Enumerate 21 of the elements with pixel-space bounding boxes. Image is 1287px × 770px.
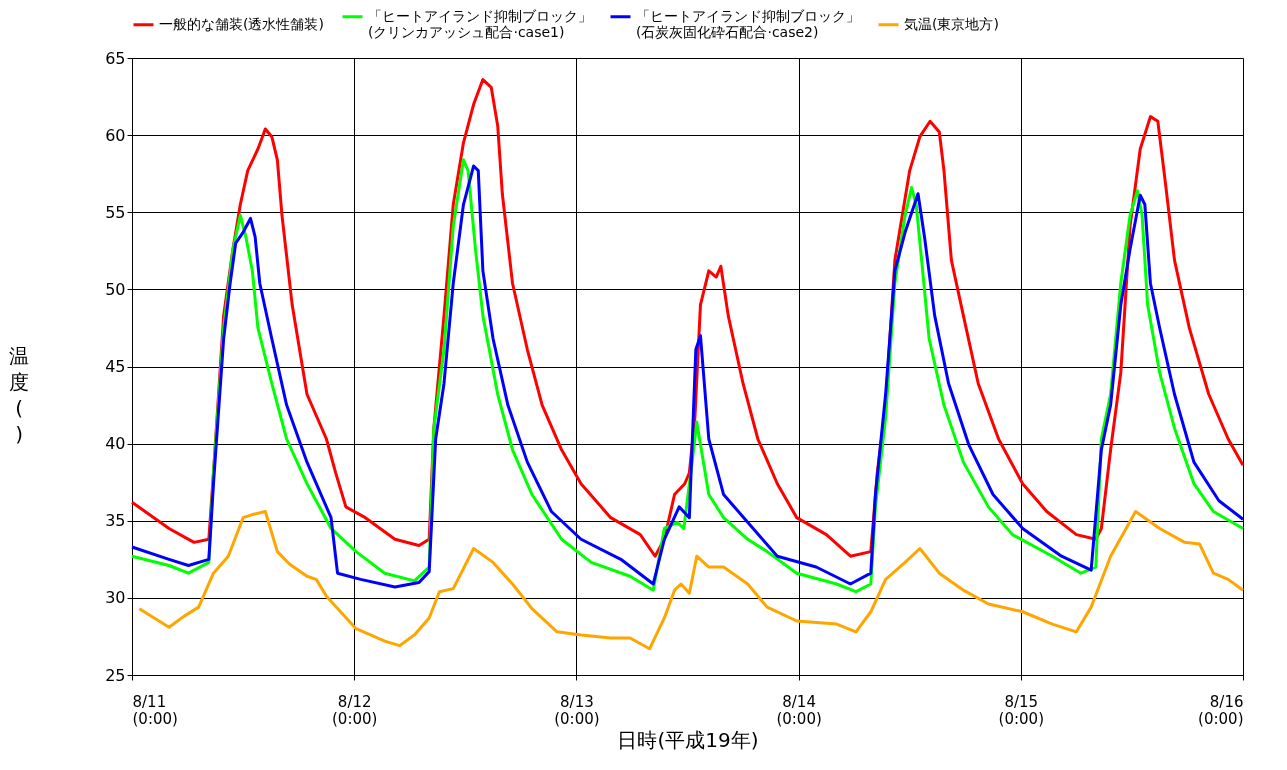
x-tick-label: 8/13 (0:00) xyxy=(554,692,600,728)
y-axis-title: 温度() xyxy=(9,344,30,446)
legend-label: 一般的な舗装(透水性舗装) xyxy=(159,15,324,32)
y-tick-label: 25 xyxy=(105,665,126,685)
y-tick-label: 30 xyxy=(105,588,126,608)
x-tick-label: 8/15 (0:00) xyxy=(998,692,1044,728)
y-tick-label: 65 xyxy=(105,48,126,68)
x-tick-label: 8/12 (0:00) xyxy=(332,692,378,728)
y-tick-label: 45 xyxy=(105,357,126,376)
x-tick-label: 8/11 (0:00) xyxy=(132,692,178,728)
y-tick-label: 50 xyxy=(105,279,126,299)
legend-label: 「ヒートアイランド抑制ブロック」 (石炭灰固化砕石配合·case2) xyxy=(636,7,860,40)
x-tick-label: 8/16 (0:00) xyxy=(1198,692,1244,728)
legend-label: 気温(東京地方) xyxy=(904,15,999,32)
y-tick-label: 55 xyxy=(105,202,126,222)
y-tick-label: 60 xyxy=(105,125,126,145)
x-tick-label: 8/14 (0:00) xyxy=(776,692,822,728)
legend-label: 「ヒートアイランド抑制ブロック」 (クリンカアッシュ配合·case1) xyxy=(368,7,592,40)
y-tick-label: 40 xyxy=(105,434,126,454)
y-tick-label: 35 xyxy=(105,511,126,531)
x-axis-title: 日時(平成19年) xyxy=(617,727,759,752)
